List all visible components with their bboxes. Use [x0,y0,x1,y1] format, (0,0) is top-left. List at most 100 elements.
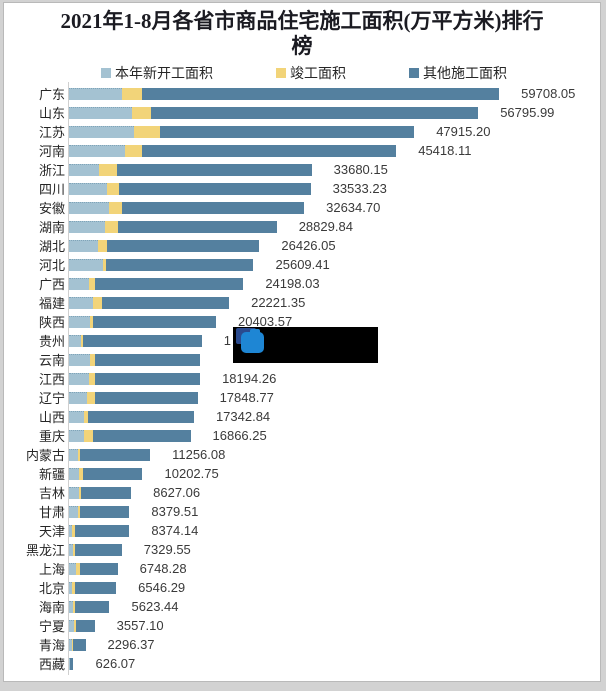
bar-segment-new-start [69,164,100,176]
bar-segment-completed [75,563,80,575]
value-label: 8379.51 [151,504,199,519]
bar-segment-other [79,506,130,518]
category-label: 北京 [38,580,65,596]
value-label: 18194.26 [222,371,277,386]
bar-segment-other [79,449,151,461]
legend-item-label: 本年新开工面积 [115,65,213,81]
bar-segment-completed [72,601,75,613]
bar-segment-other [116,164,312,176]
value-label: 17342.84 [215,409,271,424]
legend-item-label: 其他施工面积 [423,65,507,81]
bar-segment-completed [105,221,119,233]
bar-segment-other [83,335,202,347]
category-label: 西藏 [38,656,65,672]
category-label: 山西 [38,409,65,425]
stacked-bar [69,164,312,176]
bar-row: 西藏 626.07 [4,655,602,674]
bar-segment-other [88,411,194,423]
bar-segment-new-start [69,126,134,138]
stacked-bar [69,259,254,271]
bar-segment-new-start [69,487,79,499]
redaction-box [233,327,378,363]
value-label: 626.07 [95,656,136,671]
bar-row: 浙江 33680.15 [4,161,602,180]
stacked-bar [69,430,191,442]
bar-segment-completed [74,620,76,632]
bar-segment-new-start [69,449,78,461]
bar-row: 辽宁 17848.77 [4,389,602,408]
category-label: 江苏 [38,124,65,140]
bar-row: 广西 24198.03 [4,275,602,294]
bar-segment-other [150,107,479,119]
stacked-bar [69,639,86,651]
category-label: 青海 [38,637,65,653]
bar-row: 贵州 1 [4,332,602,351]
category-label: 广西 [38,276,65,292]
stacked-bar [69,544,122,556]
category-label: 海南 [38,599,65,615]
stacked-bar [69,126,415,138]
category-label: 贵州 [38,333,65,349]
value-label: 2296.37 [107,637,155,652]
bar-row: 山东 56795.99 [4,104,602,123]
bar-row: 陕西 20403.57 [4,313,602,332]
bar-segment-new-start [69,88,123,100]
stacked-bar [69,335,202,347]
bar-segment-other [102,297,230,309]
legend-item: 本年新开工面积 [101,63,213,83]
value-label: 7329.55 [143,542,191,557]
category-label: 内蒙古 [25,447,65,463]
bar-row: 湖南 28829.84 [4,218,602,237]
category-label: 天津 [38,523,65,539]
stacked-bar [69,468,143,480]
category-label: 重庆 [38,428,65,444]
value-label: 17848.77 [219,390,274,405]
plot-area: 广东 59708.05 山东 56795.99 江苏 47915.20 河南 45418.11… [4,3,602,683]
bar-segment-other [74,601,110,613]
chart-title: 2021年1-8月各省市商品住宅施工面积(万平方米)排行 榜 [4,3,600,59]
bar-row: 安徽 32634.70 [4,199,602,218]
category-label: 福建 [38,295,65,311]
bar-row: 福建 22221.35 [4,294,602,313]
bar-row: 吉林 8627.06 [4,484,602,503]
bar-segment-completed [109,202,122,214]
bar-segment-new-start [69,639,72,651]
stacked-bar [69,525,130,537]
bar-row: 甘肃 8379.51 [4,503,602,522]
bar-segment-other [121,202,305,214]
bar-segment-other [94,373,201,385]
value-label: 5623.44 [131,599,179,614]
value-label: 47915.20 [436,124,491,139]
stacked-bar [69,202,305,214]
bar-segment-new-start [69,278,90,290]
bar-segment-new-start [69,620,74,632]
bar-segment-new-start [69,145,125,157]
bar-row: 青海 2296.37 [4,636,602,655]
bar-segment-completed [84,411,89,423]
cursor-icon-front-shape [241,332,264,353]
bar-segment-new-start [69,468,79,480]
chart-legend: 本年新开工面积 竣工面积 其他施工面积 [101,63,507,83]
category-label: 江西 [38,371,65,387]
stacked-bar [69,354,201,366]
bar-segment-completed [81,335,84,347]
stacked-bar [69,145,397,157]
value-label: 33533.23 [332,181,387,196]
bar-segment-other [74,544,122,556]
bar-segment-completed [71,525,75,537]
bar-segment-completed [71,582,75,594]
chart-title-line2: 榜 [291,34,313,58]
bar-segment-completed [131,107,151,119]
category-label: 河北 [38,257,65,273]
bar-segment-completed [90,354,95,366]
bar-segment-new-start [69,240,99,252]
bar-segment-new-start [69,202,109,214]
bar-row: 重庆 16866.25 [4,427,602,446]
bar-segment-other [79,563,118,575]
stacked-bar [69,392,198,404]
value-label: 59708.05 [521,86,576,101]
bar-segment-new-start [69,582,72,594]
bar-segment-other [76,620,95,632]
bar-segment-other [141,88,500,100]
bar-segment-other [160,126,415,138]
